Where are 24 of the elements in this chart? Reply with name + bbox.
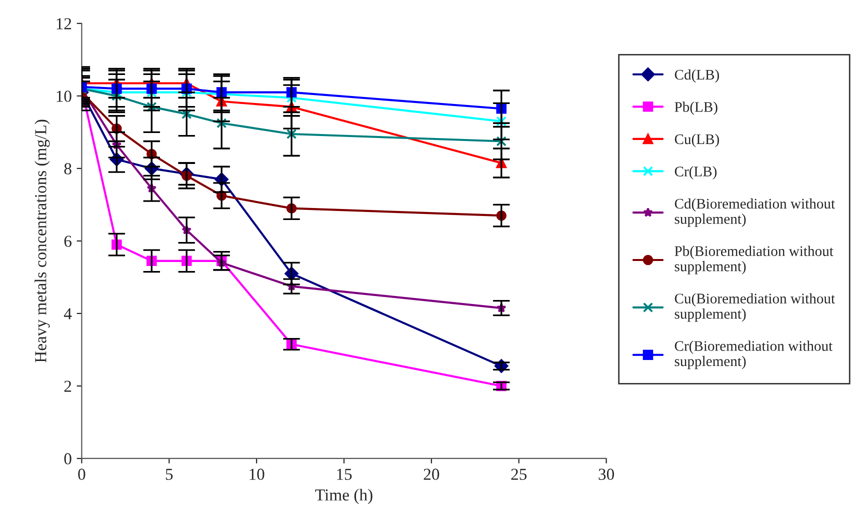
- legend-label: Cd(LB): [674, 69, 719, 83]
- legend-label: Cd(Bioremediation without supplement): [674, 198, 835, 227]
- legend-label: Cu(Bioremediation without supplement): [674, 293, 835, 322]
- x-tick-label: 0: [78, 468, 86, 480]
- y-tick-label: 8: [64, 163, 72, 174]
- x-tick-label: 30: [598, 468, 614, 480]
- x-tick-label: 25: [511, 468, 527, 480]
- x-axis-title: Time (h): [315, 488, 372, 504]
- legend-label: Pb(Bioremediation without supplement): [674, 246, 834, 274]
- y-tick-label: 6: [64, 236, 72, 247]
- legend-label: Cr(LB): [674, 166, 717, 180]
- y-tick-label: 0: [64, 453, 72, 464]
- y-tick-label: 12: [56, 18, 72, 30]
- y-tick-label: 4: [64, 308, 72, 320]
- y-axis-title: Heavy metals concentrations (mg/L): [34, 120, 50, 362]
- x-tick-label: 5: [166, 468, 173, 480]
- x-tick-label: 15: [337, 468, 352, 480]
- x-tick-label: 20: [424, 468, 440, 480]
- y-tick-label: 10: [56, 90, 72, 102]
- x-tick-label: 10: [250, 468, 264, 480]
- legend-label: Cr(Bioremediation without supplement): [674, 340, 833, 370]
- legend-label: Pb(LB): [674, 102, 718, 115]
- legend-label: Cu(LB): [674, 134, 719, 148]
- y-tick-label: 2: [64, 380, 72, 392]
